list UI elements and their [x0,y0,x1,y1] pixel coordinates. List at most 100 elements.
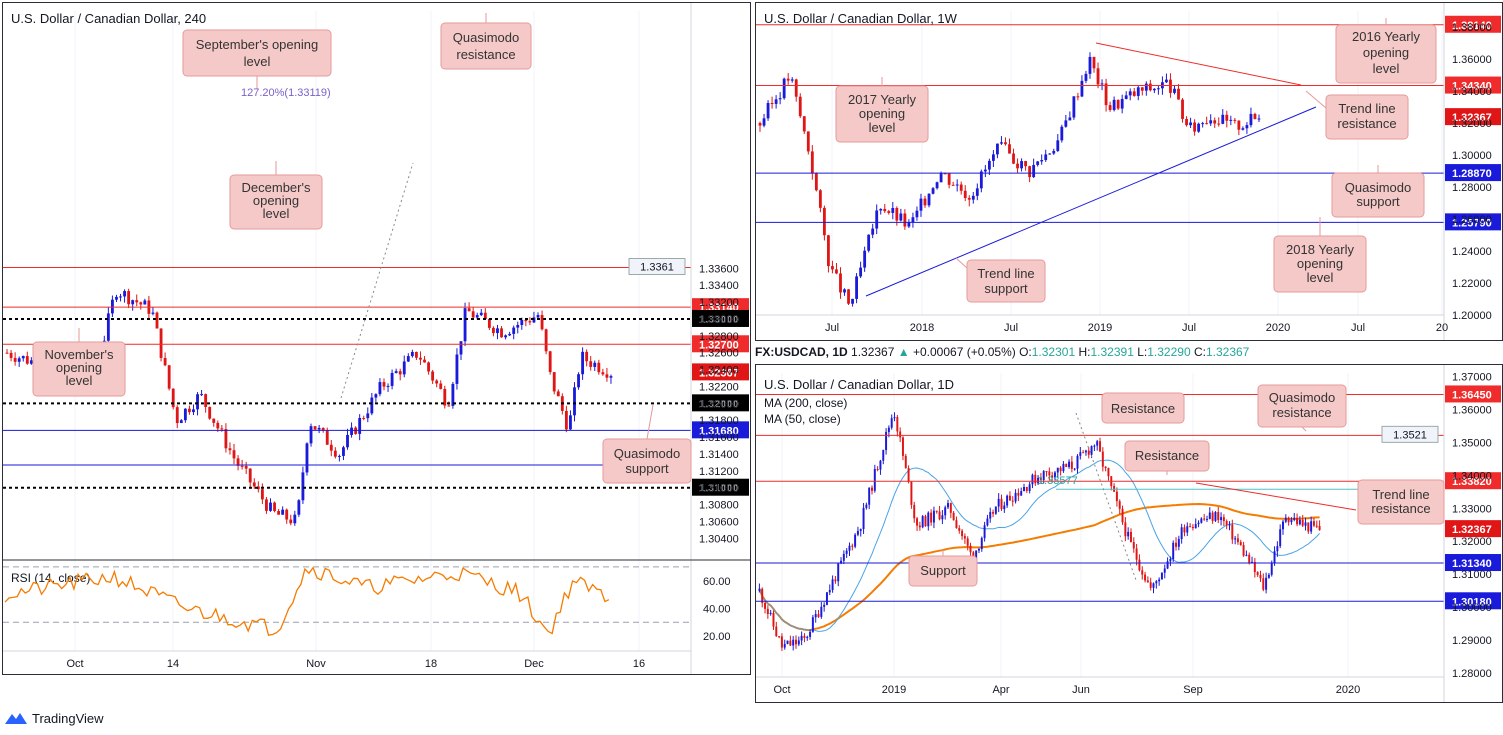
callout-resistance-1: Resistance [1101,392,1185,424]
svg-text:Trend line: Trend line [1372,487,1429,502]
svg-text:level: level [244,54,271,69]
daily-chart-svg[interactable]: 1.36450 1.3521 1.33820 1.32367 1.31340 1.3018… [756,365,1502,702]
candle [903,209,907,230]
svg-text:opening: opening [56,360,102,375]
candle [414,351,418,361]
callout-2018-yearly: 2018 Yearly opening level [1273,217,1367,293]
svg-text:1.32000: 1.32000 [699,398,739,410]
candle [817,609,820,618]
svg-text:1.31680: 1.31680 [699,425,739,437]
candle [847,288,850,305]
daily-chart-panel[interactable]: 1.36450 1.3521 1.33820 1.32367 1.31340 1.3018… [755,364,1503,703]
candle [110,295,114,318]
svg-text:opening: opening [1363,45,1409,60]
svg-text:1.33820: 1.33820 [1452,476,1492,488]
candle [949,502,952,519]
candle [856,526,859,537]
candle [1116,99,1120,111]
candle [927,511,930,531]
svg-text:Resistance: Resistance [1135,448,1199,463]
weekly-chart-panel[interactable]: 1.38140 1.34340 1.32367 1.28870 1.25790 1.38… [755,2,1503,341]
price-tick-label: 1.32800 [699,331,739,343]
candle [564,405,568,433]
h4-chart-panel[interactable]: 1.3361 1.33140 1.33000 1.32700 1.32367 1.3200… [2,2,751,675]
candle [378,378,382,397]
candle [281,506,285,515]
candle [366,407,370,423]
candle [1165,73,1168,83]
candle [1173,86,1176,95]
candle [544,328,548,355]
candle [967,195,971,207]
candle [843,288,846,296]
price-tick-label: 1.22000 [1452,278,1492,290]
time-tick-label: Nov [306,658,326,670]
price-tick-label: 1.33200 [699,297,739,309]
candle [1140,87,1144,96]
price-tick-label: 1.30000 [1452,150,1492,162]
candle [504,334,508,340]
svg-text:1.33000: 1.33000 [699,314,739,326]
svg-text:Trend line: Trend line [977,266,1034,281]
h4-chart-svg[interactable]: 1.33611.331401.330001.327001.323671.3200… [3,3,750,674]
candle [1257,114,1261,123]
candle [969,542,972,557]
price-tick-label: 1.33400 [699,280,739,292]
candle [593,360,597,372]
svg-text:opening: opening [859,106,905,121]
candle [402,355,406,378]
brand-label: TradingView [32,710,104,726]
callout-trend-line-support-weekly: Trend line support [955,257,1046,303]
tradingview-footer[interactable]: TradingView [4,710,104,726]
candle [1016,158,1019,174]
candle [871,485,873,495]
candle [835,263,838,275]
candle [1225,519,1228,530]
h4-chart-title: U.S. Dollar / Canadian Dollar, 240 [11,11,206,26]
candle [935,181,939,190]
candle [483,308,487,320]
price-tick-label: 1.38000 [1452,22,1492,34]
candle [269,498,272,512]
candle [536,312,540,319]
ma200-line [758,502,1320,632]
candle [873,464,876,493]
candle [904,453,907,469]
price-tick-label: 1.24000 [1452,246,1492,258]
svg-text:1.31000: 1.31000 [699,483,739,495]
candle [273,501,276,513]
candle [1152,88,1156,94]
candle [959,181,963,195]
callout-resistance-2: Resistance [1124,440,1210,475]
candle [1072,96,1076,120]
candle [1135,543,1138,566]
candle [1146,576,1149,583]
candle [285,508,289,524]
candle [317,424,321,434]
price-label-badge: 1.38140 [1445,15,1501,33]
weekly-chart-svg[interactable]: 1.38140 1.34340 1.32367 1.28870 1.25790 1.38… [756,3,1502,340]
candle [1175,537,1177,551]
low-value: 1.32290 [1147,345,1191,359]
candle [923,195,927,208]
candle [516,321,520,334]
time-tick-label: Jun [1072,684,1090,696]
candle [423,356,426,363]
candle [951,181,955,186]
time-tick-label: 2018 [910,322,934,334]
candle [918,521,921,531]
candle [1011,496,1014,507]
candle [106,307,110,347]
candle [1209,114,1213,126]
candle [1120,94,1124,114]
candle [313,426,317,430]
candle [455,348,459,390]
candle [883,204,887,214]
time-tick-label: 20 [1436,322,1448,334]
svg-text:1.30180: 1.30180 [1452,596,1492,608]
candle [955,516,958,529]
price-tick-label: 1.30400 [699,533,739,545]
candle [1172,540,1175,563]
candle [916,516,919,531]
candle [1121,505,1124,525]
